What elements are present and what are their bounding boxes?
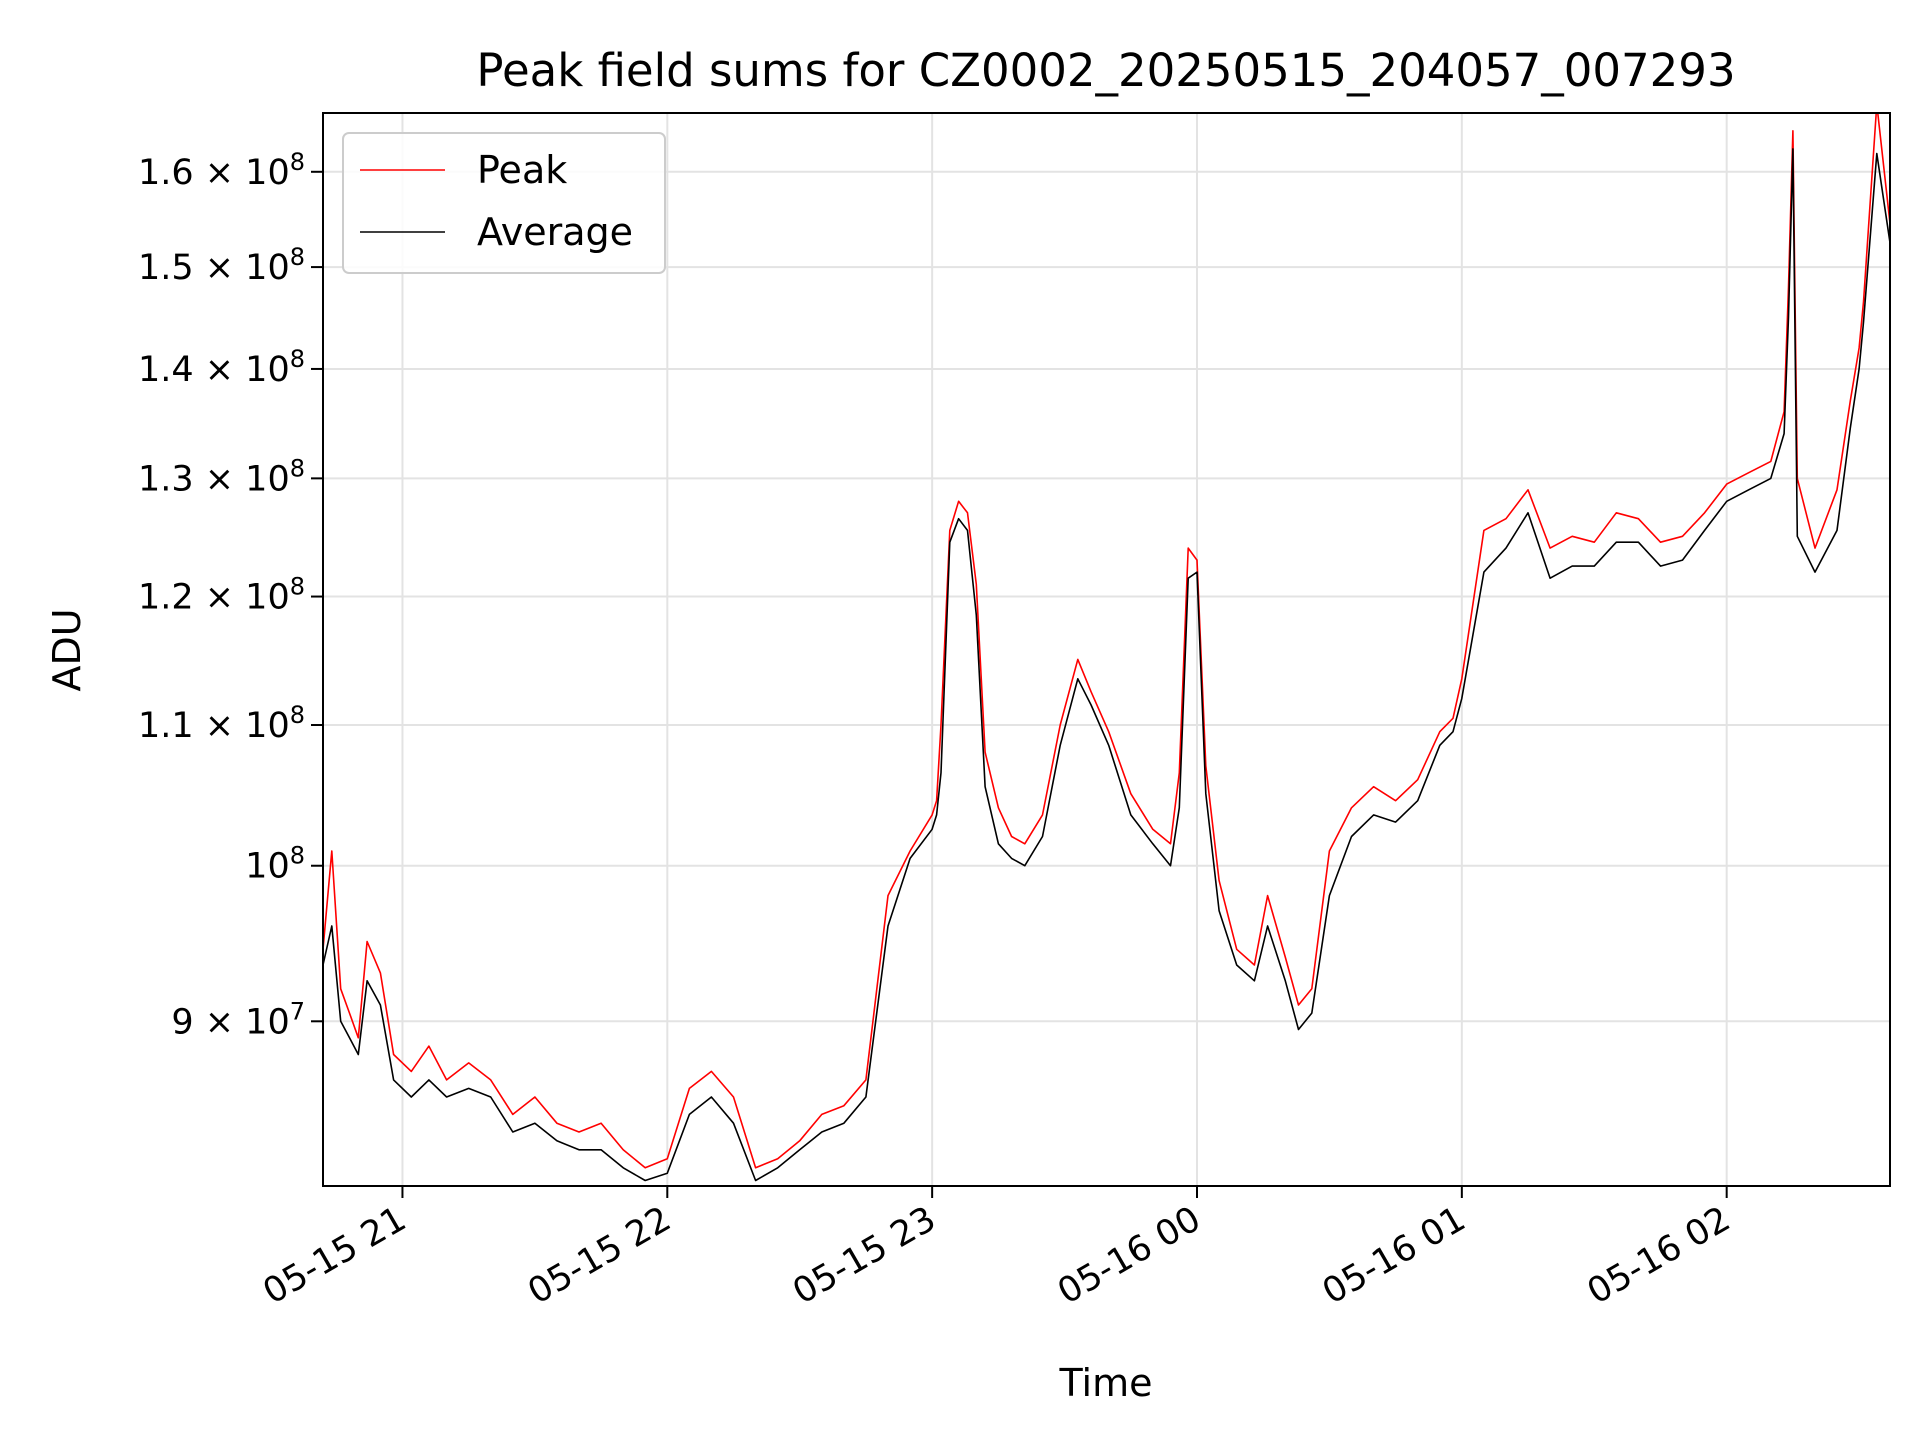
y-tick-label-4: 1.3 × 108 [138, 454, 305, 499]
y-tick-label-1: 108 [245, 842, 305, 887]
series-line-peak [323, 113, 1890, 1169]
legend: Peak Average [342, 132, 666, 274]
plot-frame [322, 112, 1891, 1187]
series-layer [323, 113, 1890, 1182]
legend-box [342, 132, 666, 274]
tick-layer: 05-15 21 05-15 22 05-15 23 05-16 00 05-16 01… [138, 148, 1737, 1313]
x-tick-label-1: 05-15 22 [522, 1199, 678, 1312]
y-tick-label-3: 1.2 × 108 [138, 573, 305, 618]
x-tick-label-5: 05-16 02 [1581, 1199, 1737, 1312]
chart-title: Peak field sums for CZ0002_20250515_2040… [476, 44, 1735, 97]
x-tick-label-4: 05-16 01 [1316, 1199, 1472, 1312]
x-tick-label-0: 05-15 21 [257, 1199, 413, 1312]
legend-label-peak: Peak [477, 148, 567, 192]
y-tick-label-7: 1.6 × 108 [138, 148, 305, 193]
y-axis-label: ADU [45, 608, 89, 691]
y-tick-label-6: 1.5 × 108 [138, 243, 305, 288]
y-tick-label-5: 1.4 × 108 [138, 345, 305, 390]
x-tick-label-3: 05-16 00 [1051, 1199, 1207, 1312]
legend-label-average: Average [477, 210, 633, 254]
x-axis-label: Time [1059, 1361, 1153, 1405]
y-tick-label-2: 1.1 × 108 [138, 701, 305, 746]
y-tick-label-0: 9 × 107 [171, 997, 305, 1042]
series-line-average [323, 148, 1890, 1182]
grid-layer [323, 113, 1890, 1186]
x-tick-label-2: 05-15 23 [786, 1199, 942, 1312]
